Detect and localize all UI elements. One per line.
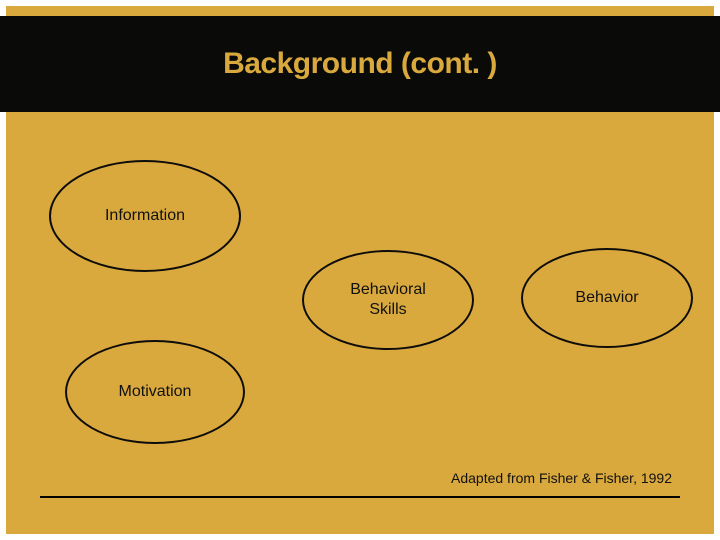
node-label: Motivation [119, 382, 192, 402]
node-label: Behavior [575, 288, 638, 308]
slide-title: Background (cont. ) [223, 47, 497, 81]
node-label: Information [105, 206, 185, 226]
node-label: Behavioral Skills [350, 280, 426, 320]
node-behavior: Behavior [521, 248, 693, 348]
node-motivation: Motivation [65, 340, 245, 444]
footer-rule [40, 496, 680, 498]
slide: Background (cont. ) Information Motivatio… [0, 0, 720, 540]
title-band: Background (cont. ) [0, 16, 720, 112]
source-credit: Adapted from Fisher & Fisher, 1992 [451, 470, 672, 486]
node-information: Information [49, 160, 241, 272]
node-skills: Behavioral Skills [302, 250, 474, 350]
